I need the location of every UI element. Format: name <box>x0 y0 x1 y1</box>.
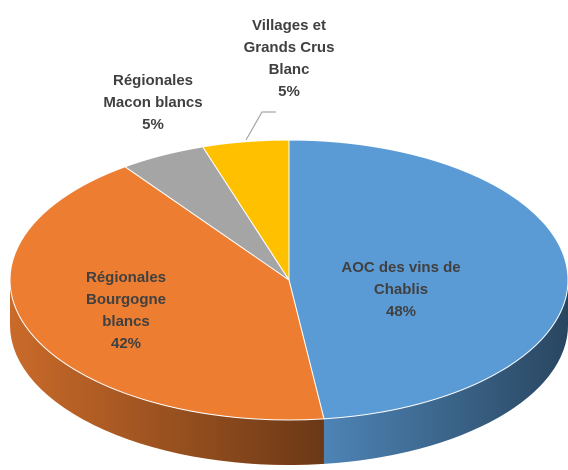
slice <box>201 139 290 282</box>
slice-value: 5% <box>142 116 164 133</box>
slice-side-shade <box>323 280 568 464</box>
slice-name: AOC des vins de Chablis <box>341 259 461 298</box>
leader-line <box>245 111 276 141</box>
slice-name: Régionales Macon blancs <box>103 72 203 111</box>
slice-value: 42% <box>110 335 142 352</box>
slice-label: Régionales Macon blancs 5% <box>93 70 213 136</box>
slice-label: Villages et Grands Crus Blanc 5% <box>239 15 339 103</box>
slice <box>9 166 325 421</box>
slice-value: 5% <box>278 83 300 100</box>
slice-name: Régionales Bourgogne blancs <box>85 269 167 330</box>
slice-label: Régionales Bourgogne blancs 42% <box>78 267 174 355</box>
slice <box>288 139 568 420</box>
slice-label: AOC des vins de Chablis 48% <box>341 257 461 323</box>
slice-name: Villages et Grands Crus Blanc <box>243 17 335 78</box>
slice-value: 48% <box>385 303 417 320</box>
